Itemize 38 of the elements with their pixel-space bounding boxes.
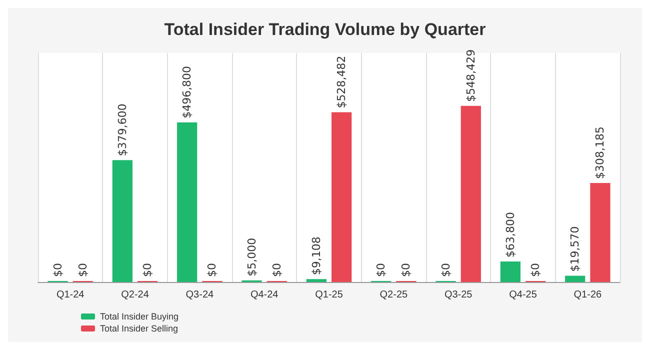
data-label: $9,108: [310, 236, 323, 276]
data-label: $0: [374, 263, 388, 277]
bar: [590, 183, 610, 282]
data-label: $0: [76, 263, 90, 277]
x-tick-label: Q1-26: [574, 290, 602, 300]
legend-label: Total Insider Buying: [100, 312, 179, 322]
data-label: $0: [141, 263, 154, 277]
bar: [565, 276, 586, 282]
x-tick-label: Q4-24: [250, 290, 279, 300]
data-label: $548,429: [464, 49, 478, 102]
data-label: $496,800: [180, 66, 194, 118]
bar: [332, 112, 352, 282]
data-label: $379,600: [116, 104, 129, 156]
data-label: $63,800: [504, 212, 517, 258]
data-label: $308,185: [594, 126, 607, 180]
x-tick-label: Q4-25: [509, 290, 538, 300]
bar: [112, 160, 132, 282]
data-label: $0: [439, 263, 452, 277]
bar: [306, 279, 326, 282]
data-label: $5,000: [245, 238, 258, 276]
bar: [177, 122, 198, 282]
x-tick-label: Q3-24: [186, 290, 214, 300]
data-label: $19,570: [568, 226, 582, 272]
legend-label: Total Insider Selling: [100, 324, 178, 334]
chart-title: Total Insider Trading Volume by Quarter: [164, 20, 486, 39]
data-label: $0: [400, 263, 413, 277]
x-tick-label: Q3-25: [444, 290, 473, 300]
x-tick-label: Q1-25: [315, 290, 344, 300]
x-tick-label: Q2-24: [121, 290, 150, 300]
x-tick-label: Q2-25: [380, 290, 408, 300]
data-label: $0: [270, 263, 284, 277]
data-label: $0: [206, 263, 219, 277]
bar: [460, 106, 481, 282]
bar: [500, 262, 520, 282]
data-label: $528,482: [335, 56, 348, 108]
data-label: $0: [51, 263, 64, 277]
data-label: $0: [529, 263, 542, 277]
x-tick-label: Q1-24: [56, 290, 85, 300]
